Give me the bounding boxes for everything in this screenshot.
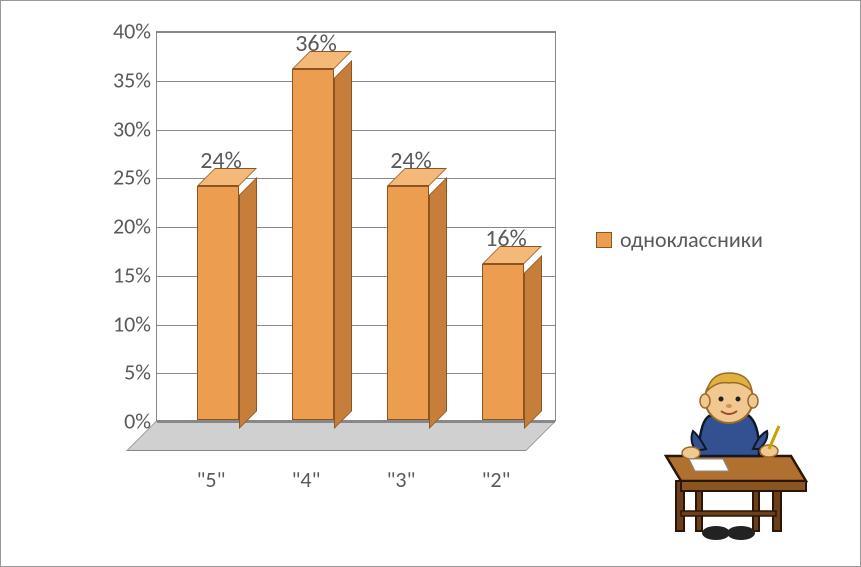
y-tick-0: 0% (91, 408, 151, 435)
x-tick-3: "2" (451, 466, 541, 493)
gridline (157, 422, 555, 423)
data-label-2: 24% (371, 146, 451, 175)
bar-side (239, 177, 257, 429)
x-tick-2: "3" (356, 466, 446, 493)
chart-floor (126, 421, 556, 451)
y-tick-7: 35% (91, 66, 151, 93)
chart-area: 0% 5% 10% 15% 20% 25% 30% 35% 40% (96, 21, 566, 461)
y-tick-4: 20% (91, 213, 151, 240)
chart-container: 0% 5% 10% 15% 20% 25% 30% 35% 40% (0, 0, 861, 567)
y-tick-3: 15% (91, 261, 151, 288)
x-tick-1: "4" (261, 466, 351, 493)
bar-side (429, 177, 447, 429)
bar-front (197, 186, 239, 420)
bar-side (334, 60, 352, 429)
bar-side (524, 255, 542, 429)
y-tick-2: 10% (91, 310, 151, 337)
data-label-1: 36% (276, 29, 356, 58)
y-tick-8: 40% (91, 18, 151, 45)
x-tick-0: "5" (166, 466, 256, 493)
legend: одноклассники (596, 226, 763, 253)
gridline (157, 81, 555, 82)
y-tick-6: 30% (91, 115, 151, 142)
legend-label: одноклассники (620, 226, 763, 253)
y-tick-1: 5% (91, 359, 151, 386)
bar-front (387, 186, 429, 420)
legend-swatch (596, 232, 612, 248)
gridline (157, 130, 555, 131)
bar-front (482, 264, 524, 420)
gridline (157, 32, 555, 33)
bar-front (292, 69, 334, 420)
y-tick-5: 25% (91, 164, 151, 191)
student-at-desk-illustration (641, 361, 821, 541)
data-label-0: 24% (181, 146, 261, 175)
data-label-3: 16% (466, 224, 546, 253)
